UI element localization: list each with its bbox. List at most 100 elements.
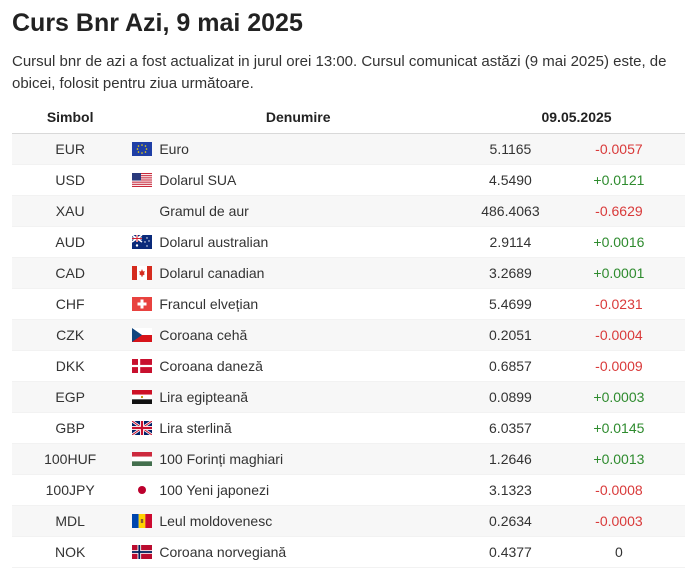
currency-name-cell: Gramul de aur <box>128 195 469 227</box>
currency-symbol: USD <box>12 164 129 196</box>
rate-value: 2.9114 <box>468 226 553 258</box>
gb-flag-icon <box>131 419 154 437</box>
cz-flag-icon <box>132 328 153 342</box>
currency-name-cell: Leul moldovenesc <box>128 505 469 537</box>
rate-change: -0.0057 <box>552 133 685 165</box>
currency-name-cell: Coroana norvegiană <box>128 536 469 568</box>
currency-name-cell: Francul elvețian <box>128 288 469 320</box>
currency-name-cell: 100 Forinți maghiari <box>128 443 469 475</box>
table-row: NOK Coroana norvegiană 0.4377 0 <box>12 536 685 568</box>
exchange-rate-table: Simbol Denumire 09.05.2025 EUR Euro 5.1165… <box>12 101 685 568</box>
currency-name: Dolarul canadian <box>159 265 265 281</box>
rate-change: -0.0003 <box>552 505 685 537</box>
table-row: CHF Francul elvețian 5.4699 -0.0231 <box>12 288 685 320</box>
currency-name: Gramul de aur <box>159 203 249 219</box>
rate-value: 0.2051 <box>468 319 553 351</box>
currency-symbol: CZK <box>12 319 129 351</box>
rate-change: -0.0004 <box>552 319 685 351</box>
currency-symbol: MDL <box>12 505 129 537</box>
rate-change: +0.0121 <box>552 164 685 196</box>
hu-flag-icon <box>132 452 153 466</box>
currency-name: Dolarul australian <box>159 234 269 250</box>
rate-value: 1.2646 <box>468 443 553 475</box>
currency-symbol: AUD <box>12 226 129 258</box>
rate-change: -0.6629 <box>552 195 685 227</box>
currency-symbol: EGP <box>12 381 129 413</box>
ca-flag-icon <box>132 266 153 280</box>
rate-value: 3.1323 <box>468 474 553 506</box>
rate-value: 3.2689 <box>468 257 553 289</box>
currency-name: Euro <box>159 141 189 157</box>
currency-symbol: EUR <box>12 133 129 165</box>
eu-flag-icon <box>132 142 153 156</box>
currency-name-cell: Coroana cehă <box>128 319 469 351</box>
currency-name: Leul moldovenesc <box>159 513 273 529</box>
table-row: DKK Coroana daneză 0.6857 -0.0009 <box>12 350 685 382</box>
rate-change: +0.0003 <box>552 381 685 413</box>
rate-value: 486.4063 <box>468 195 553 227</box>
au-flag-icon <box>131 234 153 249</box>
currency-symbol: 100HUF <box>12 443 129 475</box>
currency-name: Francul elvețian <box>159 296 259 312</box>
currency-symbol: NOK <box>12 536 129 568</box>
intro-text: Cursul bnr de azi a fost actualizat in j… <box>12 53 667 92</box>
currency-name-cell: Dolarul canadian <box>128 257 469 289</box>
header-date: 09.05.2025 <box>468 101 685 134</box>
table-row: EGP Lira egipteană 0.0899 +0.0003 <box>12 381 685 413</box>
table-row: 100HUF 100 Forinți maghiari 1.2646 +0.0013 <box>12 443 685 475</box>
currency-symbol: CHF <box>12 288 129 320</box>
currency-name: 100 Forinți maghiari <box>159 451 284 467</box>
rate-value: 5.1165 <box>468 133 553 165</box>
rate-value: 4.5490 <box>468 164 553 196</box>
table-row: CAD Dolarul canadian 3.2689 +0.0001 <box>12 257 685 289</box>
currency-name: Coroana daneză <box>159 358 263 374</box>
rate-value: 0.0899 <box>468 381 553 413</box>
table-row: USD Dolarul SUA 4.5490 +0.0121 <box>12 164 685 196</box>
dk-flag-icon <box>132 359 153 373</box>
rate-value: 0.6857 <box>468 350 553 382</box>
table-row: MDL Leul moldovenesc 0.2634 -0.0003 <box>12 505 685 537</box>
currency-name: Dolarul SUA <box>159 172 237 188</box>
rate-value: 5.4699 <box>468 288 553 320</box>
currency-name: Lira egipteană <box>159 389 249 405</box>
table-header-row: Simbol Denumire 09.05.2025 <box>12 101 685 134</box>
currency-symbol: GBP <box>12 412 129 444</box>
rate-change: -0.0231 <box>552 288 685 320</box>
table-row: EUR Euro 5.1165 -0.0057 <box>12 133 685 165</box>
currency-name-cell: Dolarul australian <box>128 226 469 258</box>
currency-name-cell: Euro <box>128 133 469 165</box>
currency-name-cell: Coroana daneză <box>128 350 469 382</box>
jp-flag-icon <box>132 483 153 497</box>
currency-name-cell: 100 Yeni japonezi <box>128 474 469 506</box>
us-flag-icon <box>132 173 153 187</box>
header-symbol: Simbol <box>12 101 129 134</box>
rate-change: +0.0016 <box>552 226 685 258</box>
table-row: CZK Coroana cehă 0.2051 -0.0004 <box>12 319 685 351</box>
rate-change: 0 <box>552 536 685 568</box>
currency-symbol: DKK <box>12 350 129 382</box>
table-row: XAU Gramul de aur 486.4063 -0.6629 <box>12 195 685 227</box>
rate-change: -0.0008 <box>552 474 685 506</box>
table-row: AUD Dolarul australian 2.9114 +0.0016 <box>12 226 685 258</box>
currency-symbol: XAU <box>12 195 129 227</box>
currency-symbol: CAD <box>12 257 129 289</box>
currency-name-cell: Dolarul SUA <box>128 164 469 196</box>
flag-placeholder <box>132 204 152 218</box>
table-row: GBP Lira sterlină 6.0357 +0.0145 <box>12 412 685 444</box>
currency-name: Lira sterlină <box>159 420 232 436</box>
page-title: Curs Bnr Azi, 9 mai 2025 <box>12 9 303 37</box>
header-name: Denumire <box>128 101 469 134</box>
rate-change: +0.0013 <box>552 443 685 475</box>
rate-change: -0.0009 <box>552 350 685 382</box>
table-row: 100JPY 100 Yeni japonezi 3.1323 -0.0008 <box>12 474 685 506</box>
eg-flag-icon <box>132 390 153 404</box>
currency-name: 100 Yeni japonezi <box>159 482 270 498</box>
currency-name: Coroana norvegiană <box>159 544 287 560</box>
rate-change: +0.0145 <box>552 412 685 444</box>
rate-change: +0.0001 <box>552 257 685 289</box>
table-body: EUR Euro 5.1165 -0.0057 USD Dolarul SUA 4.5490… <box>12 133 685 568</box>
rate-value: 0.2634 <box>468 505 553 537</box>
currency-name-cell: Lira sterlină <box>128 412 469 444</box>
md-flag-icon <box>132 514 153 528</box>
